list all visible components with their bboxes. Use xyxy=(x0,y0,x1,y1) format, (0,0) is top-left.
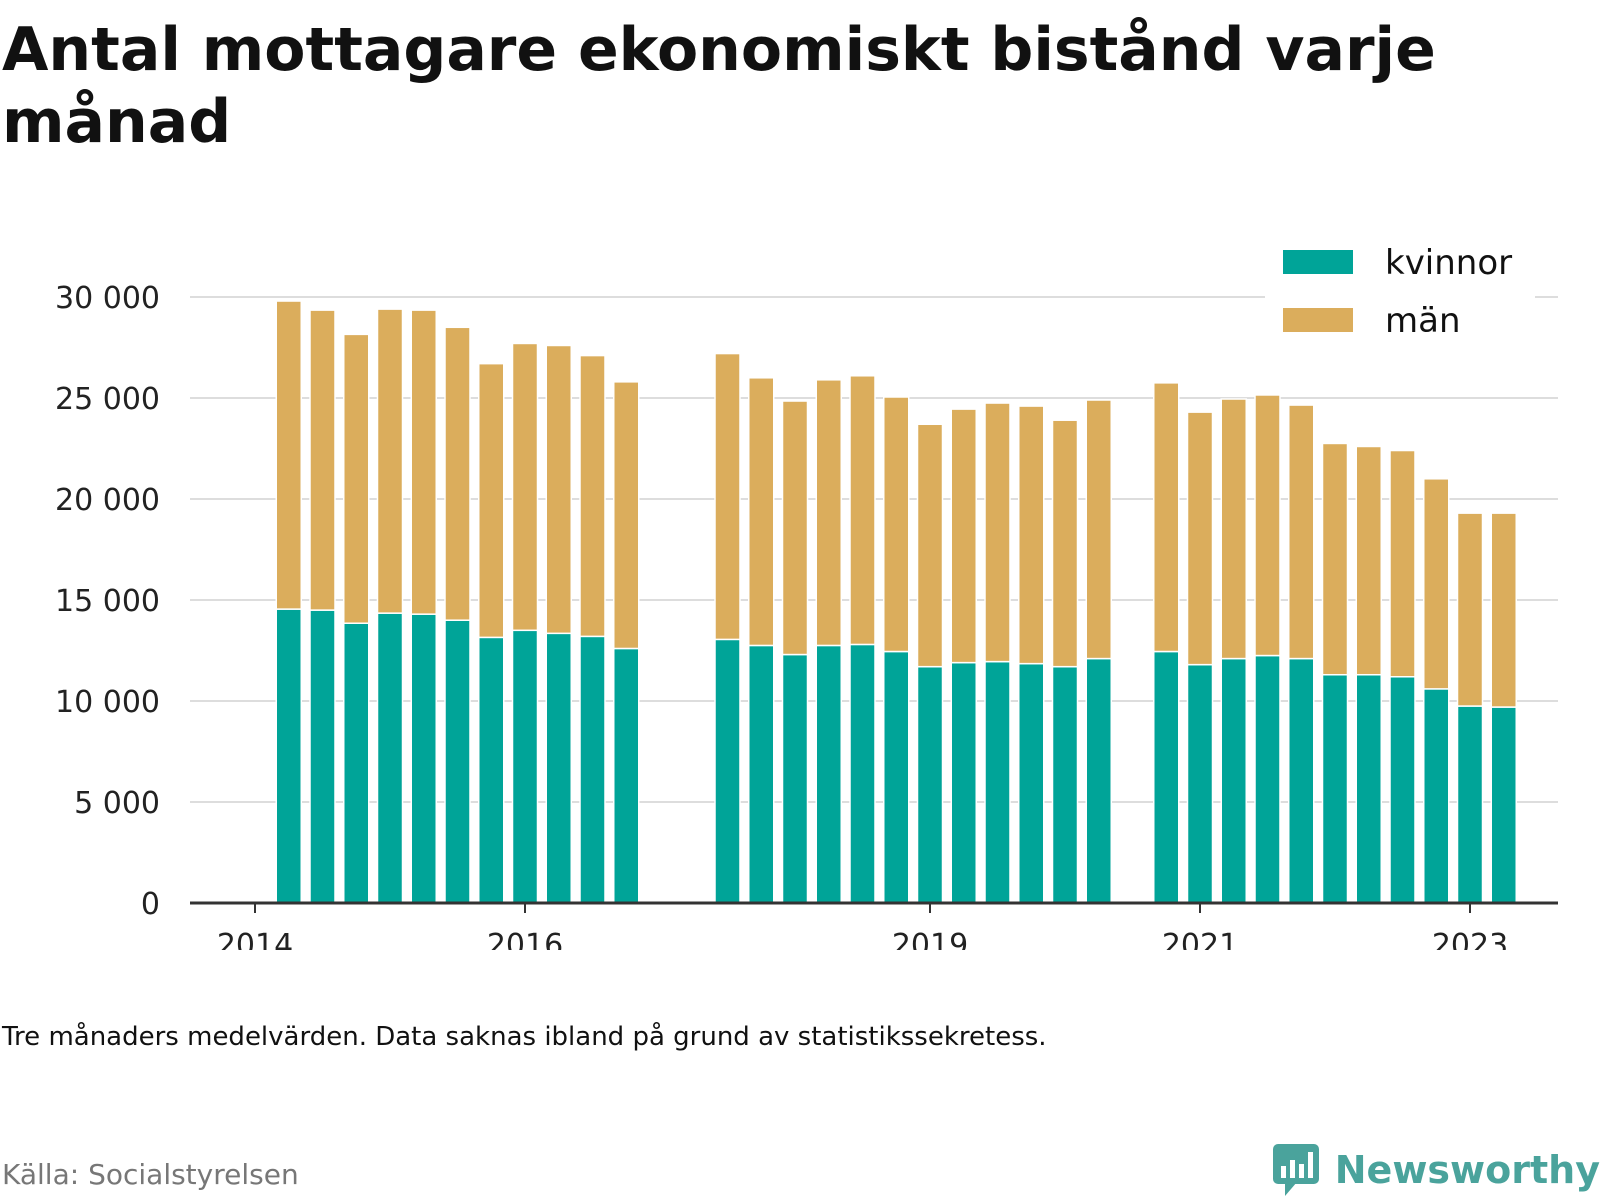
bar-man xyxy=(984,402,1011,663)
bar-kvinnor xyxy=(1389,676,1416,904)
bar-man xyxy=(613,381,640,650)
legend: kvinnor män xyxy=(1265,235,1535,347)
bar-kvinnor xyxy=(984,660,1011,904)
bar-man xyxy=(444,326,471,621)
x-tick-label: 2021 xyxy=(1162,928,1238,950)
bar-kvinnor xyxy=(1186,663,1214,904)
y-tick-label: 20 000 xyxy=(55,483,160,518)
bar-man xyxy=(309,309,336,611)
bar-kvinnor xyxy=(1321,673,1349,904)
bar-kvinnor xyxy=(815,644,842,904)
bar-man xyxy=(376,308,404,614)
brand-logo: Newsworthy xyxy=(1271,1140,1600,1200)
bar-kvinnor xyxy=(579,635,606,904)
bar-man xyxy=(1018,405,1045,665)
bar-man xyxy=(1490,512,1517,708)
bar-man xyxy=(545,344,572,635)
bar-kvinnor xyxy=(714,638,741,904)
bar-kvinnor xyxy=(275,608,302,904)
bar-man xyxy=(1288,404,1315,660)
bar-man xyxy=(1085,399,1112,660)
bar-kvinnor xyxy=(883,650,910,904)
bars xyxy=(275,300,1517,904)
brand-name: Newsworthy xyxy=(1334,1148,1600,1192)
bar-kvinnor xyxy=(410,613,437,904)
y-tick-label: 0 xyxy=(141,887,160,922)
bar-man xyxy=(714,352,741,641)
y-tick-label: 10 000 xyxy=(55,685,160,720)
y-tick-label: 30 000 xyxy=(55,281,160,316)
legend-swatch xyxy=(1283,250,1353,274)
bar-kvinnor xyxy=(950,661,977,904)
bar-kvinnor xyxy=(309,609,336,904)
bar-man xyxy=(511,342,539,632)
bar-kvinnor xyxy=(1423,688,1450,904)
bar-kvinnor xyxy=(1254,654,1281,904)
y-tick-label: 25 000 xyxy=(55,382,160,417)
bar-man xyxy=(1254,394,1281,657)
bar-kvinnor xyxy=(1153,650,1180,904)
y-tick-label: 15 000 xyxy=(55,584,160,619)
bar-kvinnor xyxy=(1288,657,1315,904)
bar-man xyxy=(950,408,977,664)
bar-man xyxy=(1321,442,1349,676)
bar-kvinnor xyxy=(511,629,539,904)
legend-label: män xyxy=(1385,301,1461,341)
bar-man xyxy=(410,309,437,615)
chart-title: Antal mottagare ekonomiskt bistånd varje… xyxy=(2,15,1436,157)
bar-man xyxy=(1051,419,1079,668)
bar-man xyxy=(748,377,775,647)
bar-man xyxy=(1153,382,1180,653)
source-text: Källa: Socialstyrelsen xyxy=(2,1158,299,1191)
bar-kvinnor xyxy=(1018,662,1045,904)
bar-kvinnor xyxy=(748,644,775,904)
bar-kvinnor xyxy=(613,647,640,904)
bar-man xyxy=(343,333,370,624)
legend-label: kvinnor xyxy=(1385,243,1512,283)
bar-man xyxy=(1423,478,1450,690)
x-tick-label: 2014 xyxy=(217,928,293,950)
bar-kvinnor xyxy=(1355,673,1382,904)
bar-man xyxy=(815,379,842,647)
bar-man xyxy=(849,375,876,646)
x-tick-label: 2023 xyxy=(1432,928,1508,950)
bar-kvinnor xyxy=(478,636,505,904)
bar-man xyxy=(1389,449,1416,678)
bar-man xyxy=(883,396,910,653)
axes: 0 5 000 10 000 15 000 20 000 25 000 30 000 2014… xyxy=(55,281,1558,950)
bar-kvinnor xyxy=(916,665,944,904)
x-tick-label: 2016 xyxy=(487,928,563,950)
bar-kvinnor xyxy=(1456,705,1484,904)
x-tick-label: 2019 xyxy=(892,928,968,950)
bar-man xyxy=(1220,398,1247,660)
bar-man xyxy=(579,354,606,638)
bar-man xyxy=(1186,411,1214,666)
stacked-bar-chart: 0 5 000 10 000 15 000 20 000 25 000 30 000 2014… xyxy=(55,235,1558,950)
chart-note: Tre månaders medelvärden. Data saknas ib… xyxy=(2,1022,1047,1052)
bar-kvinnor xyxy=(849,643,876,904)
bar-kvinnor xyxy=(376,612,404,904)
bar-kvinnor xyxy=(1051,665,1079,904)
bar-kvinnor xyxy=(444,619,471,904)
bar-chart-logo-icon xyxy=(1272,1144,1319,1196)
bar-man xyxy=(1355,445,1382,676)
bar-kvinnor xyxy=(343,622,370,904)
bar-kvinnor xyxy=(1085,657,1112,904)
bar-kvinnor xyxy=(1220,657,1247,904)
bar-man xyxy=(916,423,944,668)
bar-man xyxy=(478,362,505,639)
y-tick-label: 5 000 xyxy=(74,786,160,821)
bar-kvinnor xyxy=(781,653,809,904)
bar-kvinnor xyxy=(545,632,572,904)
legend-swatch xyxy=(1283,308,1353,332)
bar-man xyxy=(1456,512,1484,707)
bar-man xyxy=(275,300,302,610)
bar-man xyxy=(781,400,809,656)
bar-kvinnor xyxy=(1490,706,1517,904)
